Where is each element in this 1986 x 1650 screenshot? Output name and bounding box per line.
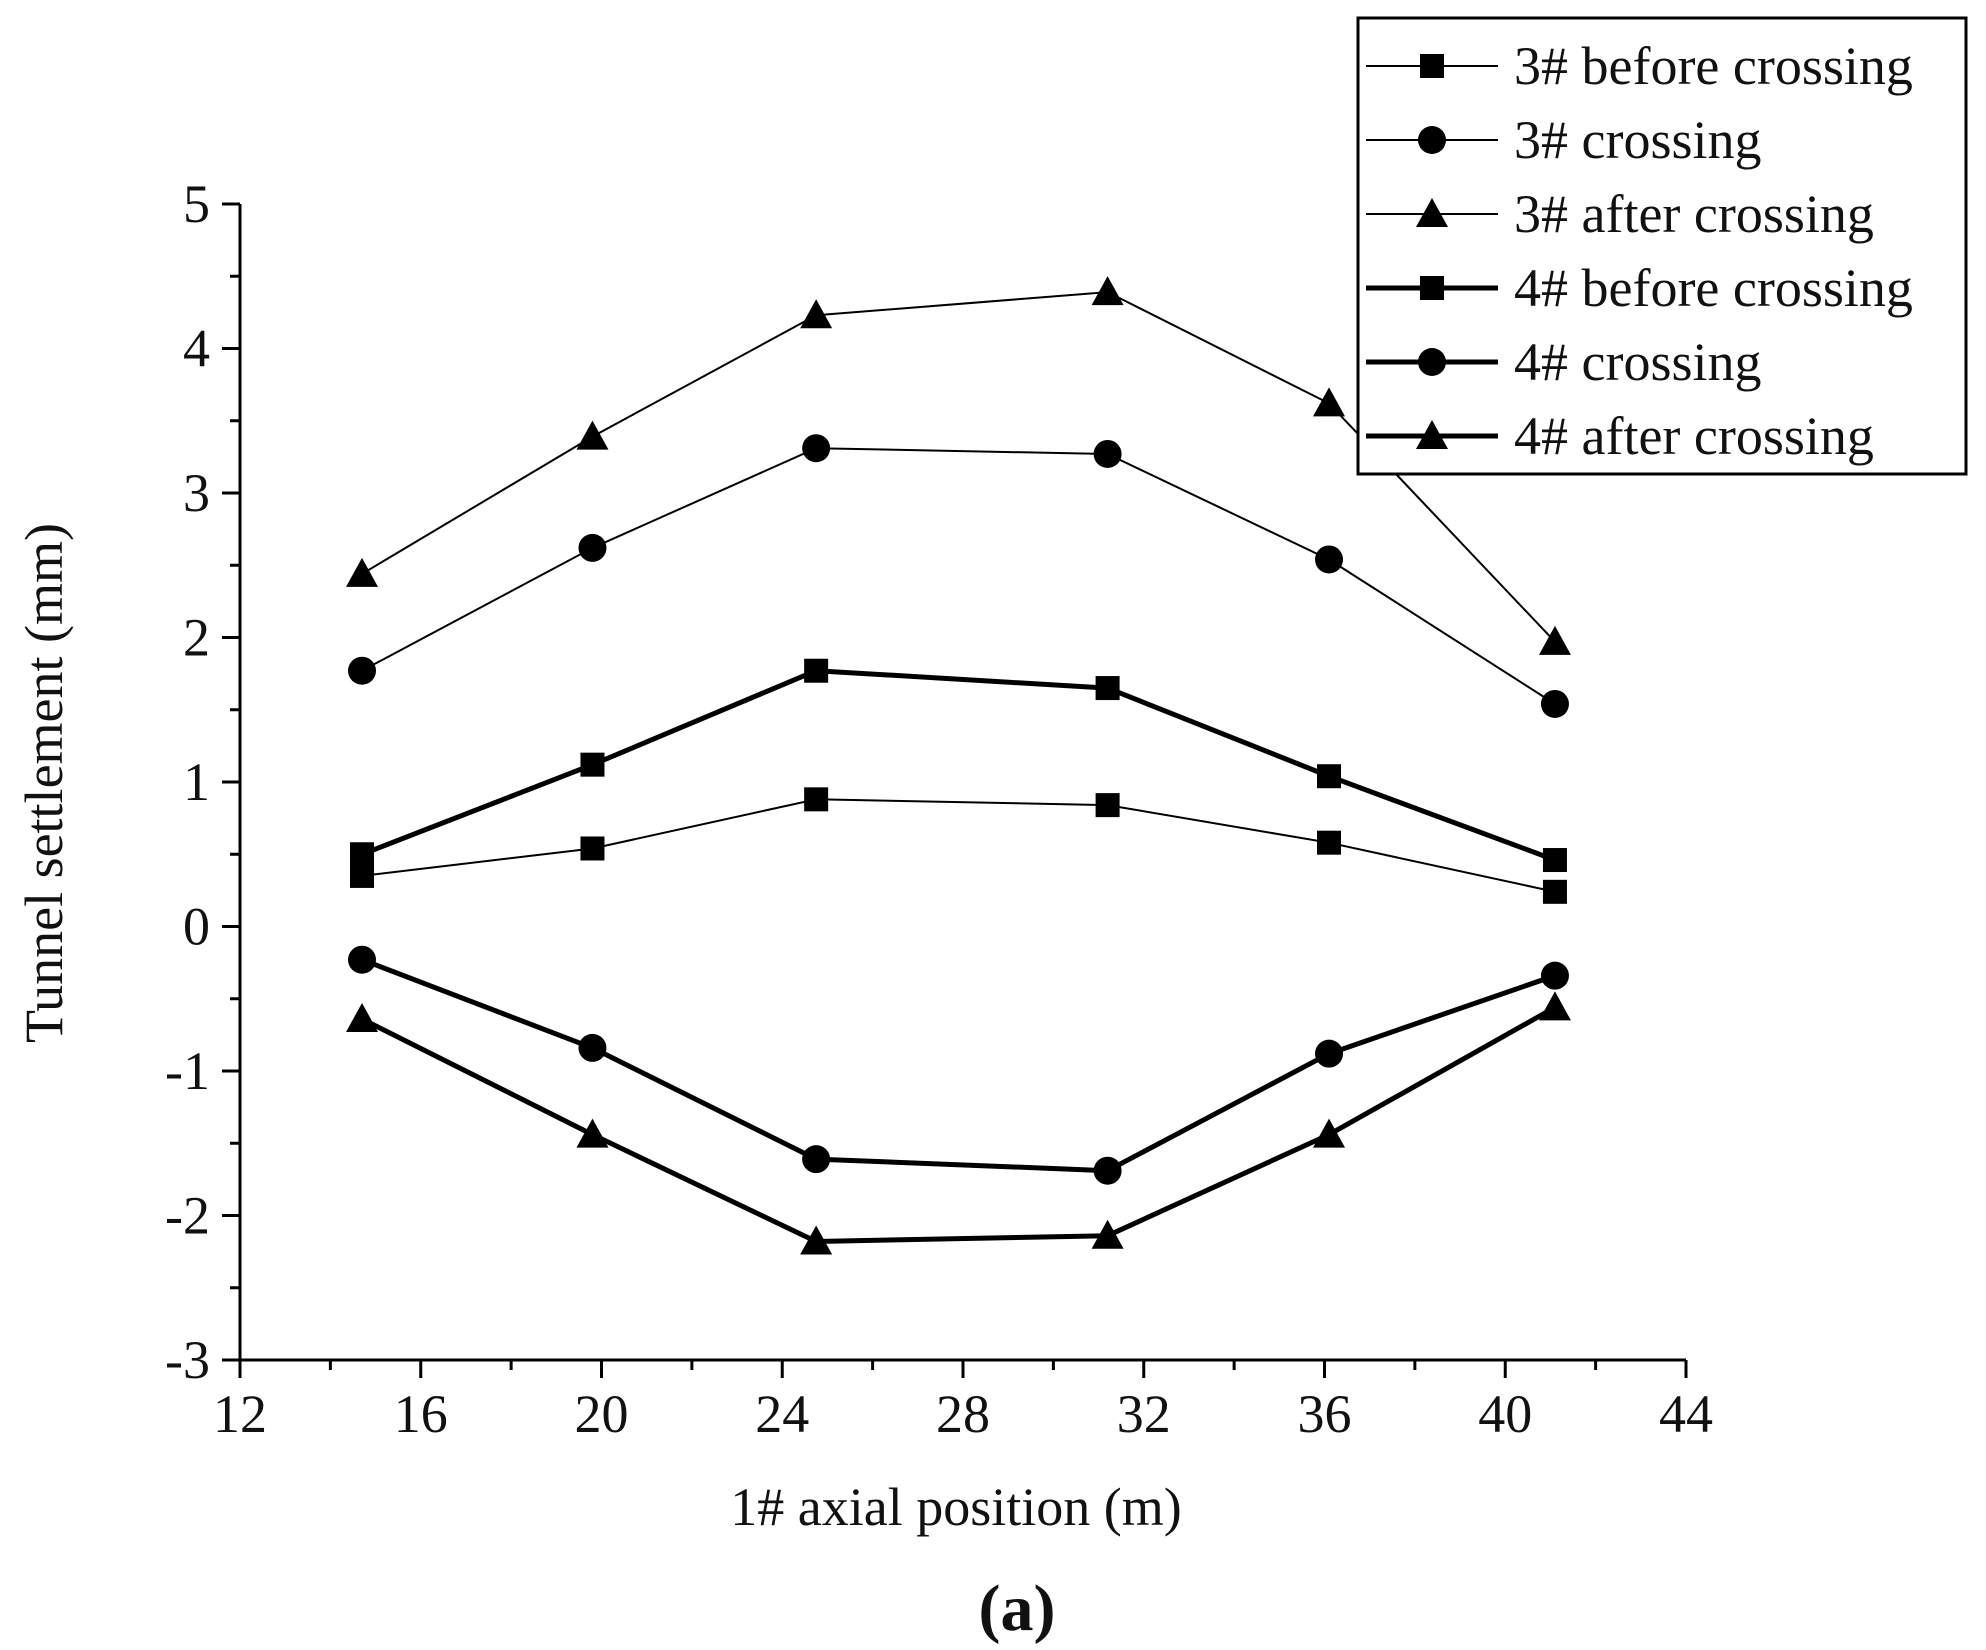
legend: 3# before crossing 3# crossing 3# after cr… — [1356, 16, 1968, 476]
data-point — [1313, 1118, 1346, 1148]
data-point — [346, 557, 379, 587]
data-point — [1093, 1156, 1122, 1185]
x-tick-label: 36 — [1298, 1384, 1352, 1444]
series-lines — [360, 291, 1557, 1244]
x-axis-title: 1# axial position (m) — [730, 1477, 1181, 1537]
series-line-5 — [361, 957, 1556, 1174]
data-point — [1540, 961, 1569, 990]
data-point — [1317, 830, 1342, 855]
legend-marker — [1420, 54, 1444, 78]
data-point — [350, 842, 375, 867]
series-line-2 — [361, 447, 1556, 705]
data-point — [1538, 625, 1571, 655]
legend-label: 3# before crossing — [1514, 36, 1913, 96]
data-point — [802, 1145, 831, 1174]
x-tick-label: 44 — [1659, 1384, 1713, 1444]
data-point — [350, 863, 375, 888]
y-tick-label: 1 — [183, 752, 210, 812]
legend-marker — [1418, 126, 1446, 154]
data-point — [804, 787, 829, 812]
data-point — [1093, 439, 1122, 468]
x-tick-label: 12 — [213, 1384, 267, 1444]
data-point — [802, 434, 831, 463]
series-line-6 — [360, 1005, 1557, 1244]
y-tick-label: -2 — [165, 1186, 210, 1246]
x-tick-label: 40 — [1478, 1384, 1532, 1444]
data-point — [576, 1118, 609, 1148]
data-point — [1315, 545, 1344, 574]
panel-label: (a) — [979, 1572, 1056, 1645]
data-point — [1315, 1039, 1344, 1068]
y-tick-label: 2 — [183, 608, 210, 668]
y-tick-label: 5 — [183, 174, 210, 234]
y-tick-label: 3 — [183, 463, 210, 523]
y-tick-label: -1 — [165, 1041, 210, 1101]
data-point — [1542, 879, 1567, 904]
y-axis-title: Tunnel settlement (mm) — [14, 523, 74, 1043]
data-point — [1095, 793, 1120, 818]
series-line-1 — [361, 798, 1556, 893]
data-point — [1091, 1219, 1124, 1249]
legend-label: 3# crossing — [1514, 110, 1761, 170]
data-point — [1538, 991, 1571, 1021]
legend-marker — [1420, 276, 1444, 300]
data-point — [804, 658, 829, 683]
series-line-4 — [361, 668, 1556, 863]
data-point — [578, 1033, 607, 1062]
data-point — [1317, 764, 1342, 789]
x-tick-label: 16 — [394, 1384, 448, 1444]
series-markers — [346, 276, 1571, 1255]
x-tick-label: 24 — [755, 1384, 809, 1444]
legend-box — [1356, 16, 1968, 476]
data-point — [800, 299, 833, 329]
data-point — [578, 533, 607, 562]
data-point — [1540, 689, 1569, 718]
data-point — [580, 752, 605, 777]
data-point — [576, 420, 609, 450]
legend-marker — [1416, 420, 1448, 449]
data-point — [348, 945, 377, 974]
x-tick-label: 28 — [936, 1384, 990, 1444]
x-tick-label: 32 — [1117, 1384, 1171, 1444]
data-point — [1313, 387, 1346, 417]
legend-label: 3# after crossing — [1514, 184, 1874, 244]
y-tick-label: -3 — [165, 1330, 210, 1390]
data-point — [580, 836, 605, 861]
x-tick-label: 20 — [575, 1384, 629, 1444]
y-tick-label: 4 — [183, 319, 210, 379]
y-tick-label: 0 — [183, 897, 210, 957]
legend-marker — [1416, 198, 1448, 227]
data-point — [348, 656, 377, 685]
legend-label: 4# after crossing — [1514, 406, 1874, 466]
data-point — [1091, 276, 1124, 306]
legend-label: 4# before crossing — [1514, 258, 1913, 318]
data-point — [800, 1225, 833, 1255]
data-point — [1542, 848, 1567, 873]
data-point — [346, 1002, 379, 1032]
legend-marker — [1418, 348, 1446, 376]
data-point — [1095, 676, 1120, 701]
legend-label: 4# crossing — [1514, 332, 1761, 392]
